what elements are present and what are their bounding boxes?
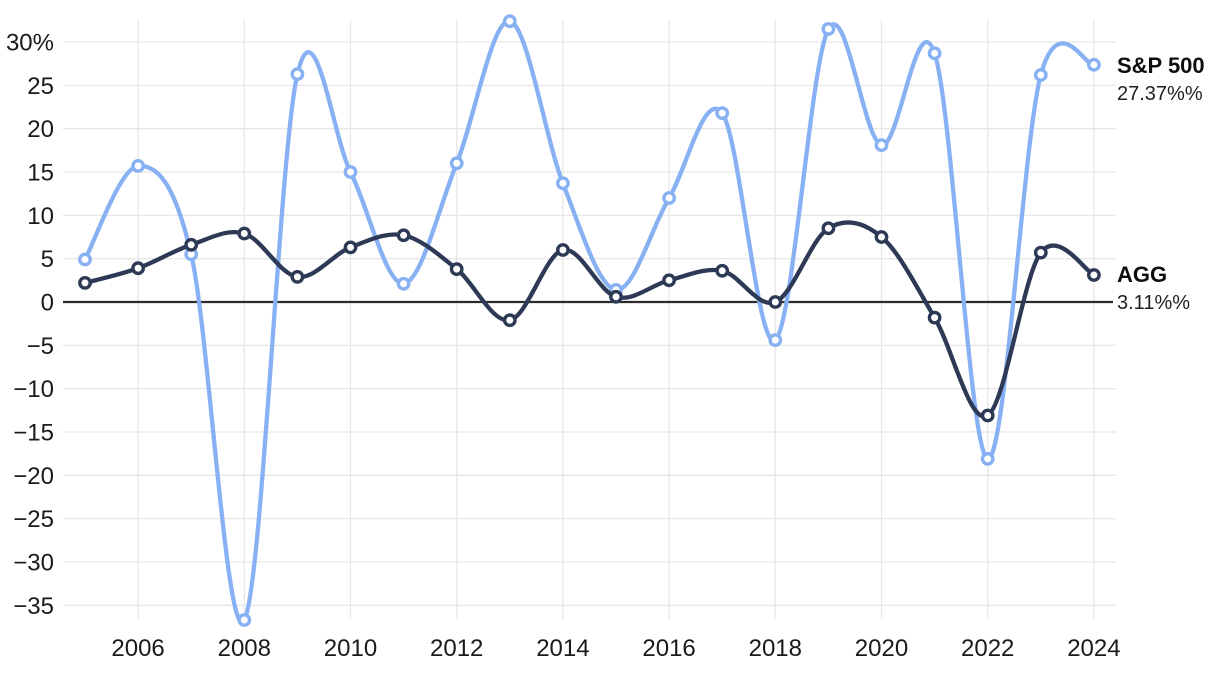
series-agg xyxy=(78,220,1101,423)
series-value-sp500: 27.37%% xyxy=(1117,83,1203,105)
y-axis-labels: 30% 25 20 15 10 5 0 −5 −10 −15 −20 −25 −30 −35 xyxy=(6,30,54,620)
data-point-marker-agg xyxy=(1033,245,1048,260)
data-point-marker-agg xyxy=(237,226,252,241)
data-point-marker-agg xyxy=(290,269,305,284)
x-tick-label: 2016 xyxy=(642,635,695,662)
data-point-marker-agg xyxy=(1087,268,1101,282)
x-tick-label: 2010 xyxy=(324,635,377,662)
y-tick-label: −25 xyxy=(13,506,54,533)
x-tick-label: 2022 xyxy=(961,635,1014,662)
x-axis-labels: 2006 2008 2010 2012 2014 2016 2018 2020 2022 2024 xyxy=(111,635,1120,662)
data-point-marker-agg xyxy=(556,243,570,257)
y-tick-label: 15 xyxy=(27,160,54,187)
data-point-marker-sp500 xyxy=(980,451,995,466)
data-point-marker-agg xyxy=(502,313,517,328)
y-tick-label: 5 xyxy=(41,246,54,273)
data-point-marker-sp500 xyxy=(821,22,836,36)
data-point-marker-agg xyxy=(184,237,199,252)
series-value-agg: 3.11%% xyxy=(1117,292,1191,314)
x-tick-label: 2008 xyxy=(218,635,271,662)
data-point-marker-agg xyxy=(609,289,623,304)
data-point-marker-sp500 xyxy=(1087,57,1101,72)
series-sp500 xyxy=(78,14,1101,627)
data-point-marker-agg xyxy=(131,261,146,276)
x-tick-label: 2012 xyxy=(430,635,483,662)
data-point-marker-sp500 xyxy=(78,252,92,267)
y-tick-label: −15 xyxy=(13,419,54,446)
y-tick-label: −30 xyxy=(13,549,54,576)
y-tick-label: 30% xyxy=(6,30,54,57)
x-tick-label: 2014 xyxy=(536,635,589,662)
y-tick-label: 10 xyxy=(27,203,54,230)
series-line-sp500 xyxy=(82,19,1097,625)
data-point-marker-sp500 xyxy=(396,276,411,291)
data-point-marker-sp500 xyxy=(1033,68,1048,82)
series-name-agg: AGG xyxy=(1117,262,1168,287)
data-point-marker-sp500 xyxy=(662,191,676,205)
data-point-marker-sp500 xyxy=(556,176,570,191)
data-point-marker-agg xyxy=(396,228,411,243)
data-point-marker-agg xyxy=(78,275,92,290)
y-tick-label: −20 xyxy=(13,463,54,490)
x-tick-label: 2006 xyxy=(111,635,164,662)
y-tick-label: 25 xyxy=(27,73,54,100)
data-point-marker-sp500 xyxy=(768,333,783,347)
y-tick-label: −10 xyxy=(13,376,54,403)
series-label-sp500: S&P 500 27.37%% xyxy=(1117,53,1217,109)
data-point-marker-sp500 xyxy=(131,158,146,173)
data-point-marker-agg xyxy=(874,230,889,244)
x-tick-label: 2018 xyxy=(749,635,802,662)
data-point-marker-agg xyxy=(821,221,836,236)
data-point-marker-sp500 xyxy=(502,14,517,29)
data-point-marker-agg xyxy=(449,262,464,276)
data-point-marker-agg xyxy=(980,408,995,423)
data-point-marker-sp500 xyxy=(290,67,305,82)
data-point-marker-sp500 xyxy=(927,46,942,61)
data-point-marker-agg xyxy=(343,240,358,255)
data-point-marker-agg xyxy=(662,273,676,288)
y-tick-label: 20 xyxy=(27,116,54,143)
data-point-marker-agg xyxy=(715,263,730,278)
data-point-marker-sp500 xyxy=(874,138,889,153)
data-point-marker-sp500 xyxy=(343,165,358,179)
data-point-marker-sp500 xyxy=(237,613,252,627)
gridlines xyxy=(63,20,1116,619)
data-point-marker-agg xyxy=(768,295,783,309)
x-tick-label: 2020 xyxy=(855,635,908,662)
y-tick-label: −5 xyxy=(27,333,54,360)
series-name-sp500: S&P 500 xyxy=(1117,53,1205,78)
data-point-marker-sp500 xyxy=(715,106,730,121)
series-label-agg: AGG 3.11%% xyxy=(1117,262,1217,318)
y-tick-label: −35 xyxy=(13,593,54,620)
x-tick-label: 2024 xyxy=(1067,635,1120,662)
y-tick-label: 0 xyxy=(41,290,54,317)
data-point-marker-sp500 xyxy=(449,156,464,171)
data-point-marker-agg xyxy=(927,310,942,325)
